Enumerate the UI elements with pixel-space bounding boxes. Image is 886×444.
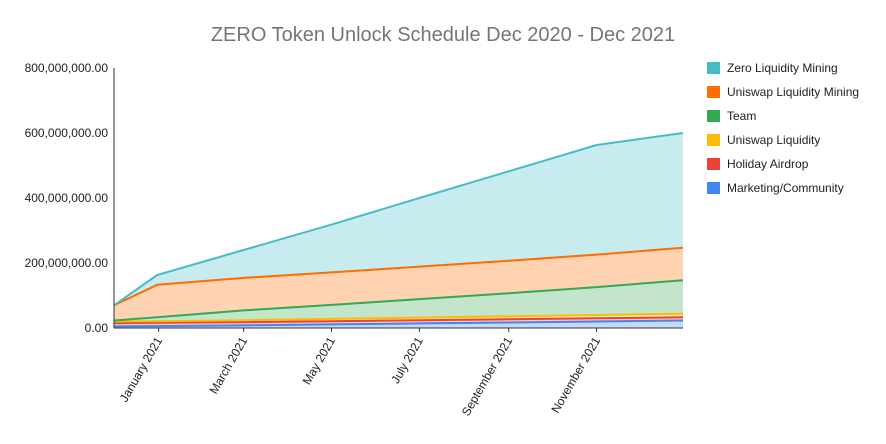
- legend-swatch: [707, 182, 720, 194]
- x-tick-label: September 2021: [459, 334, 516, 418]
- series-areas: [114, 133, 683, 328]
- line-zero-liquidity-mining: [113, 132, 684, 307]
- legend-item-uniswap-liquidity-mining: Uniswap Liquidity Mining: [707, 85, 859, 99]
- series-lines: [113, 132, 684, 328]
- legend-label: Holiday Airdrop: [727, 157, 809, 171]
- chart-title: ZERO Token Unlock Schedule Dec 2020 - De…: [211, 24, 675, 46]
- y-tick-label: 200,000,000.00: [25, 256, 109, 270]
- x-tick-label: January 2021: [117, 334, 166, 404]
- legend-item-team: Team: [707, 109, 756, 123]
- x-axis-ticks: January 2021 March 2021 May 2021 July 2021 S…: [117, 328, 603, 418]
- line-uniswap-liquidity: [113, 312, 684, 323]
- x-tick-label: July 2021: [388, 334, 426, 386]
- legend-swatch: [707, 158, 720, 170]
- legend-label: Zero Liquidity Mining: [727, 61, 838, 75]
- y-tick-label: 800,000,000.00: [25, 61, 109, 75]
- legend-label: Uniswap Liquidity Mining: [727, 85, 859, 99]
- y-axis-ticks: 0.00 200,000,000.00 400,000,000.00 600,000,…: [25, 61, 109, 335]
- legend-label: Team: [727, 109, 756, 123]
- legend-swatch: [707, 110, 720, 122]
- legend-swatch: [707, 86, 720, 98]
- x-tick-label: May 2021: [300, 334, 339, 387]
- line-team: [113, 279, 684, 322]
- x-tick-label: November 2021: [548, 334, 603, 415]
- y-tick-label: 0.00: [85, 321, 109, 335]
- x-tick-label: March 2021: [206, 334, 250, 396]
- y-tick-label: 600,000,000.00: [25, 126, 109, 140]
- line-holiday-airdrop: [113, 316, 684, 325]
- y-tick-label: 400,000,000.00: [25, 191, 109, 205]
- legend-item-holiday-airdrop: Holiday Airdrop: [707, 157, 809, 171]
- legend-item-uniswap-liquidity: Uniswap Liquidity: [707, 133, 820, 147]
- line-uniswap-liquidity-mining: [113, 246, 684, 307]
- legend-swatch: [707, 62, 720, 74]
- legend-swatch: [707, 134, 720, 146]
- legend-item-marketing-community: Marketing/Community: [707, 181, 844, 195]
- axes: [113, 68, 683, 329]
- legend-item-zero-liquidity-mining: Zero Liquidity Mining: [707, 61, 838, 75]
- area-uniswap-liquidity-mining: [114, 247, 683, 321]
- line-marketing-community: [113, 319, 684, 328]
- legend-label: Marketing/Community: [727, 181, 844, 195]
- legend-label: Uniswap Liquidity: [727, 133, 820, 147]
- legend: Zero Liquidity Mining Uniswap Liquidity M…: [707, 61, 859, 195]
- area-zero-liquidity-mining: [114, 133, 683, 306]
